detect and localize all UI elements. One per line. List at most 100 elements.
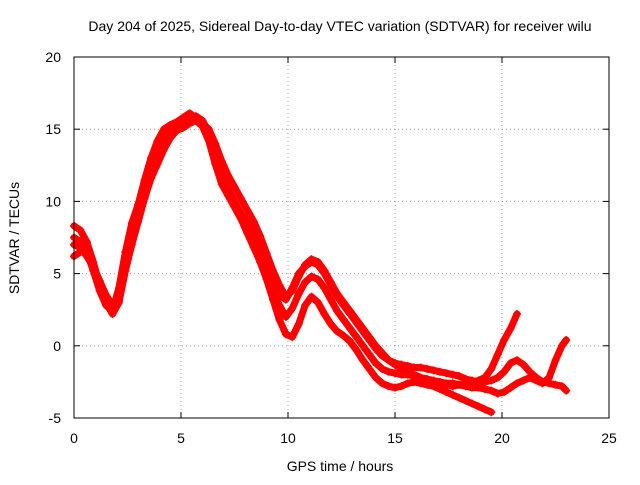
data-point-marker (384, 382, 393, 391)
data-point-marker (493, 350, 502, 359)
data-point-marker (76, 226, 85, 235)
data-point-marker (256, 252, 265, 261)
data-point-marker (249, 237, 258, 246)
data-point-marker (448, 379, 457, 388)
data-point-marker (294, 289, 303, 298)
data-point-marker (275, 301, 284, 310)
data-point-marker (249, 217, 258, 226)
data-point-marker (339, 298, 348, 307)
data-point-marker (455, 380, 464, 389)
data-point-marker (487, 364, 496, 373)
data-point-marker (371, 373, 380, 382)
data-point-marker (211, 159, 220, 168)
data-point-marker (562, 336, 571, 345)
data-point-marker (281, 292, 290, 301)
data-point-marker (487, 408, 496, 417)
data-point-marker (230, 182, 239, 191)
y-tick-label: 0 (53, 338, 61, 354)
data-point-marker (127, 229, 136, 238)
data-point-marker (333, 289, 342, 298)
y-tick-label: 20 (45, 49, 61, 65)
data-point-marker (487, 386, 496, 395)
data-point-marker (358, 356, 367, 365)
data-point-marker (326, 295, 335, 304)
data-point-marker (391, 383, 399, 392)
data-point-marker (159, 135, 168, 144)
data-point-marker (519, 376, 528, 385)
data-point-marker (378, 379, 387, 388)
data-point-marker (365, 350, 374, 359)
data-point-marker (506, 324, 515, 333)
data-point-marker (423, 375, 432, 384)
data-point-marker (487, 376, 496, 385)
data-point-marker (442, 369, 451, 378)
data-point-marker (500, 336, 509, 345)
data-point-marker (474, 376, 483, 385)
data-point-marker (474, 383, 483, 392)
data-point-marker (506, 359, 515, 368)
data-point-marker (159, 125, 168, 134)
data-point-marker (429, 366, 438, 375)
tick-marks (73, 56, 610, 419)
data-point-marker (448, 370, 457, 379)
data-point-marker (358, 341, 367, 350)
data-point-marker (134, 208, 143, 217)
data-point-marker (378, 364, 387, 373)
plot-frame (73, 56, 610, 419)
data-point-marker (365, 364, 374, 373)
data-point-marker (358, 324, 367, 333)
data-point-marker (384, 356, 393, 365)
data-point-marker (326, 320, 335, 329)
data-point-marker (403, 379, 412, 388)
data-point-marker (557, 341, 566, 350)
data-point-marker (352, 333, 361, 342)
data-point-marker (95, 286, 104, 295)
data-point-marker (371, 359, 380, 368)
series-track-3 (70, 116, 521, 391)
data-point-marker (480, 385, 489, 394)
data-point-marker (76, 237, 85, 246)
data-point-marker (532, 376, 541, 385)
data-point-marker (217, 156, 226, 165)
x-tick-labels: 0 5 10 15 20 25 (70, 430, 617, 446)
data-point-marker (384, 367, 393, 376)
data-point-marker (288, 286, 297, 295)
data-point-marker (352, 346, 361, 355)
data-point-marker (461, 396, 470, 405)
data-point-marker (320, 284, 329, 293)
y-tick-label: 10 (45, 193, 61, 209)
x-axis-label: GPS time / hours (287, 458, 394, 474)
data-point-marker (108, 307, 117, 316)
y-axis-label: SDTVAR / TECUs (6, 182, 22, 294)
data-point-marker (114, 286, 123, 295)
x-tick-label: 0 (70, 430, 78, 446)
data-point-marker (301, 301, 310, 310)
data-point-marker (403, 370, 412, 379)
data-point-marker (236, 214, 245, 223)
data-point-marker (525, 373, 534, 382)
data-point-marker (455, 393, 464, 402)
y-tick-labels: -5 0 5 10 15 20 (45, 49, 61, 426)
data-point-marker (551, 380, 560, 389)
data-point-marker (230, 203, 239, 212)
data-point-marker (468, 399, 477, 408)
x-tick-label: 25 (601, 430, 617, 446)
data-point-marker (519, 360, 528, 369)
data-point-marker (480, 373, 489, 382)
data-point-marker (320, 266, 329, 275)
data-point-marker (275, 281, 284, 290)
data-point-marker (512, 379, 521, 388)
data-point-marker (397, 382, 406, 391)
data-point-marker (185, 113, 194, 122)
data-point-marker (89, 266, 98, 275)
data-point-marker (326, 278, 335, 287)
data-point-marker (339, 315, 348, 324)
data-point-marker (493, 373, 502, 382)
data-point-marker (288, 333, 297, 342)
data-point-marker (191, 116, 200, 125)
data-point-marker (269, 286, 278, 295)
data-point-marker (172, 122, 181, 131)
data-point-marker (416, 363, 425, 372)
data-point-marker (562, 386, 571, 395)
